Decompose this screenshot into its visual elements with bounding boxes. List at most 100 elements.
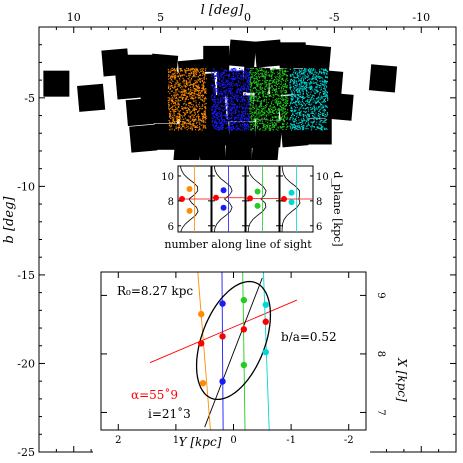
star-point bbox=[289, 81, 291, 83]
star-point bbox=[228, 107, 230, 109]
star-point bbox=[263, 96, 265, 98]
star-point bbox=[214, 96, 216, 98]
star-point bbox=[322, 83, 324, 85]
star-point bbox=[253, 79, 256, 81]
star-point bbox=[219, 114, 222, 116]
star-point bbox=[325, 89, 327, 91]
star-point bbox=[253, 99, 256, 101]
star-point bbox=[244, 119, 246, 121]
star-point bbox=[309, 85, 311, 87]
star-point bbox=[228, 109, 231, 111]
star-point bbox=[234, 68, 236, 70]
star-point bbox=[229, 127, 231, 129]
star-point bbox=[256, 71, 258, 73]
star-point bbox=[185, 98, 187, 100]
star-point bbox=[259, 88, 261, 90]
star-point bbox=[241, 111, 243, 113]
star-point bbox=[302, 128, 305, 130]
star-point bbox=[230, 123, 232, 125]
star-point bbox=[214, 126, 216, 128]
star-point bbox=[279, 79, 281, 81]
star-point bbox=[222, 106, 224, 108]
star-point bbox=[188, 78, 190, 80]
star-point bbox=[323, 100, 325, 102]
star-point bbox=[323, 81, 326, 83]
star-point bbox=[275, 107, 277, 109]
star-point bbox=[172, 69, 174, 71]
star-point bbox=[298, 89, 300, 91]
star-point bbox=[266, 79, 269, 82]
star-point bbox=[212, 115, 215, 117]
star-point bbox=[198, 79, 200, 81]
star-point bbox=[195, 105, 198, 107]
star-point bbox=[277, 109, 279, 111]
star-point bbox=[173, 87, 175, 89]
star-point bbox=[271, 116, 273, 118]
star-point bbox=[326, 119, 328, 121]
star-point bbox=[184, 121, 187, 123]
star-point bbox=[221, 124, 223, 126]
star-point bbox=[312, 112, 314, 114]
star-point bbox=[325, 75, 327, 77]
star-point bbox=[300, 112, 302, 114]
star-point bbox=[191, 111, 193, 113]
star-point bbox=[171, 128, 173, 130]
star-point bbox=[311, 82, 313, 84]
star-point bbox=[261, 108, 263, 110]
star-point bbox=[295, 82, 297, 84]
star-point bbox=[325, 121, 327, 123]
star-point bbox=[264, 93, 266, 95]
star-point bbox=[228, 129, 230, 131]
star-point bbox=[299, 71, 301, 73]
star-point bbox=[289, 117, 291, 119]
star-point bbox=[261, 117, 263, 120]
star-point bbox=[320, 82, 322, 84]
star-point bbox=[253, 118, 255, 120]
star-point bbox=[234, 69, 236, 71]
star-point bbox=[261, 122, 263, 124]
star-point bbox=[259, 106, 261, 108]
star-point bbox=[246, 90, 248, 92]
star-point bbox=[264, 123, 266, 125]
star-point bbox=[311, 125, 313, 127]
star-point bbox=[192, 109, 194, 111]
star-point bbox=[302, 129, 304, 131]
star-point bbox=[248, 74, 250, 76]
star-point bbox=[317, 114, 319, 116]
star-point bbox=[200, 90, 202, 92]
star-point bbox=[194, 112, 196, 114]
star-point bbox=[275, 90, 277, 92]
footprint-tile bbox=[115, 71, 144, 100]
star-point bbox=[231, 91, 233, 94]
star-point bbox=[295, 96, 297, 98]
star-point bbox=[249, 81, 251, 83]
star-point bbox=[181, 124, 183, 126]
star-point bbox=[268, 112, 270, 114]
star-point bbox=[254, 74, 257, 76]
star-point bbox=[304, 69, 306, 71]
footprint-tile bbox=[203, 45, 230, 72]
star-point bbox=[186, 119, 189, 121]
inset-color-point bbox=[220, 204, 227, 211]
star-point bbox=[272, 97, 274, 99]
star-point bbox=[266, 74, 268, 76]
star-point bbox=[190, 125, 192, 127]
star-point bbox=[314, 116, 316, 118]
star-point bbox=[233, 72, 235, 74]
star-point bbox=[231, 97, 233, 100]
star-point bbox=[253, 124, 255, 127]
star-point bbox=[218, 75, 220, 77]
star-point bbox=[192, 125, 194, 127]
star-point bbox=[276, 103, 278, 106]
star-point bbox=[176, 118, 178, 120]
star-point bbox=[174, 69, 176, 71]
star-point bbox=[251, 96, 253, 98]
star-point bbox=[183, 97, 185, 99]
star-point bbox=[296, 97, 299, 99]
star-point bbox=[181, 127, 183, 129]
star-point bbox=[220, 116, 222, 118]
star-point bbox=[286, 122, 289, 124]
star-point bbox=[310, 88, 312, 90]
star-point bbox=[217, 128, 219, 130]
star-point bbox=[286, 85, 288, 87]
